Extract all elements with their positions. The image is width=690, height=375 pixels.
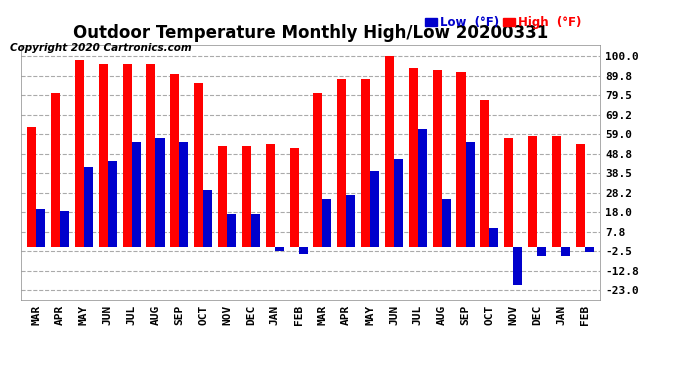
Bar xyxy=(227,214,236,247)
Bar xyxy=(457,72,466,247)
Bar xyxy=(385,56,394,247)
Bar xyxy=(251,214,260,247)
Bar xyxy=(370,171,380,247)
Bar xyxy=(179,142,188,247)
Bar xyxy=(241,146,251,247)
Bar xyxy=(489,228,498,247)
Bar xyxy=(585,247,594,252)
Bar xyxy=(290,148,299,247)
Bar xyxy=(537,247,546,256)
Bar xyxy=(299,247,308,254)
Bar xyxy=(75,60,84,247)
Bar xyxy=(275,247,284,250)
Bar xyxy=(99,64,108,247)
Bar xyxy=(146,64,155,247)
Bar xyxy=(418,129,427,247)
Bar xyxy=(194,83,203,247)
Bar xyxy=(203,190,213,247)
Bar xyxy=(433,70,442,247)
Bar xyxy=(528,136,537,247)
Bar xyxy=(575,144,585,247)
Bar xyxy=(504,138,513,247)
Bar xyxy=(123,64,132,247)
Text: Copyright 2020 Cartronics.com: Copyright 2020 Cartronics.com xyxy=(10,43,192,53)
Bar xyxy=(266,144,275,247)
Bar xyxy=(394,159,403,247)
Bar xyxy=(108,161,117,247)
Bar xyxy=(322,199,331,247)
Title: Outdoor Temperature Monthly High/Low 20200331: Outdoor Temperature Monthly High/Low 202… xyxy=(73,24,548,42)
Bar xyxy=(132,142,141,247)
Bar xyxy=(361,79,370,247)
Bar xyxy=(170,74,179,247)
Bar xyxy=(36,209,46,247)
Bar xyxy=(218,146,227,247)
Bar xyxy=(84,167,93,247)
Bar xyxy=(337,79,346,247)
Bar xyxy=(513,247,522,285)
Legend: Low  (°F), High  (°F): Low (°F), High (°F) xyxy=(424,15,583,31)
Bar xyxy=(408,68,418,247)
Bar xyxy=(27,127,36,247)
Bar xyxy=(155,138,164,247)
Bar xyxy=(466,142,475,247)
Bar xyxy=(480,100,489,247)
Bar xyxy=(552,136,561,247)
Bar xyxy=(60,210,69,247)
Bar xyxy=(442,199,451,247)
Bar xyxy=(561,247,570,256)
Bar xyxy=(313,93,322,247)
Bar xyxy=(346,195,355,247)
Bar xyxy=(51,93,60,247)
